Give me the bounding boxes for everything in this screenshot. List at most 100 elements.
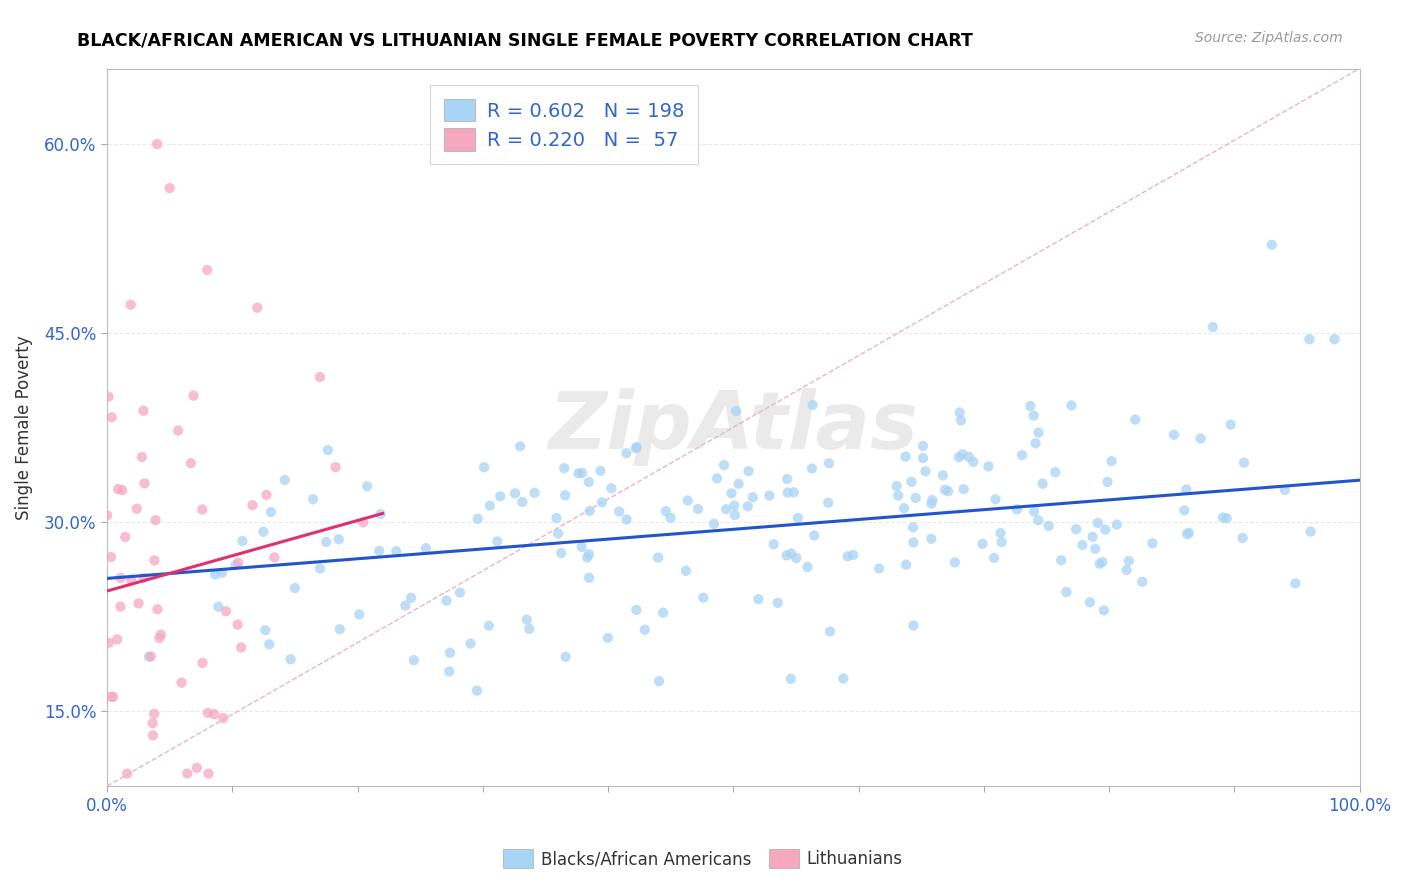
- Legend: Blacks/African Americans, Lithuanians: Blacks/African Americans, Lithuanians: [496, 843, 910, 875]
- Point: [832, 672, 855, 686]
- Point: [100, 410, 122, 425]
- Point: [349, 607, 371, 622]
- Point: [1284, 576, 1306, 591]
- Point: [893, 501, 915, 516]
- Point: [478, 499, 501, 513]
- Point: [215, 604, 238, 618]
- Point: [142, 728, 165, 742]
- Point: [776, 472, 799, 486]
- Point: [634, 623, 657, 637]
- Point: [934, 483, 956, 497]
- Point: [776, 485, 799, 500]
- Point: [252, 524, 274, 539]
- Point: [1274, 483, 1296, 497]
- Point: [762, 537, 785, 551]
- Point: [328, 533, 350, 547]
- Point: [105, 632, 128, 647]
- Point: [887, 489, 910, 503]
- Point: [1101, 454, 1123, 468]
- Point: [1163, 427, 1185, 442]
- Point: [385, 544, 408, 558]
- Point: [302, 492, 325, 507]
- Point: [1175, 527, 1198, 541]
- Point: [703, 516, 725, 531]
- Point: [394, 599, 416, 613]
- Point: [977, 459, 1000, 474]
- Point: [911, 451, 934, 466]
- Point: [1189, 432, 1212, 446]
- Point: [1232, 531, 1254, 545]
- Point: [1261, 237, 1284, 252]
- Point: [1115, 563, 1137, 577]
- Point: [624, 442, 647, 456]
- Point: [315, 535, 337, 549]
- Point: [509, 439, 531, 453]
- Point: [399, 591, 422, 605]
- Point: [274, 473, 297, 487]
- Text: BLACK/AFRICAN AMERICAN VS LITHUANIAN SINGLE FEMALE POVERTY CORRELATION CHART: BLACK/AFRICAN AMERICAN VS LITHUANIAN SIN…: [77, 31, 973, 49]
- Point: [647, 550, 669, 565]
- Point: [439, 646, 461, 660]
- Point: [145, 513, 167, 527]
- Point: [143, 553, 166, 567]
- Point: [100, 690, 122, 704]
- Point: [246, 301, 269, 315]
- Point: [932, 468, 955, 483]
- Point: [149, 628, 172, 642]
- Point: [775, 549, 797, 563]
- Point: [226, 617, 249, 632]
- Point: [800, 461, 823, 475]
- Point: [226, 556, 249, 570]
- Text: ZipAtlas: ZipAtlas: [548, 388, 918, 467]
- Point: [716, 502, 738, 516]
- Point: [1022, 504, 1045, 518]
- Point: [936, 484, 959, 499]
- Point: [180, 456, 202, 470]
- Point: [785, 551, 807, 566]
- Point: [948, 450, 970, 465]
- Point: [952, 447, 974, 461]
- Point: [921, 493, 943, 508]
- Point: [1175, 483, 1198, 497]
- Point: [280, 652, 302, 666]
- Point: [591, 495, 613, 509]
- Point: [758, 489, 780, 503]
- Point: [254, 624, 277, 638]
- Point: [659, 510, 682, 524]
- Point: [578, 547, 600, 561]
- Point: [114, 530, 136, 544]
- Point: [692, 591, 714, 605]
- Point: [837, 549, 859, 564]
- Point: [1173, 503, 1195, 517]
- Point: [725, 404, 748, 418]
- Point: [207, 599, 229, 614]
- Point: [370, 507, 392, 521]
- Point: [110, 599, 132, 614]
- Point: [589, 464, 612, 478]
- Point: [100, 549, 122, 564]
- Point: [1097, 475, 1119, 489]
- Point: [191, 656, 214, 670]
- Point: [983, 550, 1005, 565]
- Point: [903, 535, 925, 549]
- Point: [596, 631, 619, 645]
- Point: [1084, 541, 1107, 556]
- Point: [197, 766, 219, 780]
- Point: [111, 483, 134, 497]
- Point: [486, 534, 509, 549]
- Point: [723, 499, 745, 513]
- Point: [1178, 525, 1201, 540]
- Point: [139, 649, 162, 664]
- Point: [107, 482, 129, 496]
- Point: [1130, 574, 1153, 589]
- Point: [1088, 557, 1111, 571]
- Point: [766, 596, 789, 610]
- Point: [402, 653, 425, 667]
- Point: [786, 511, 808, 525]
- Y-axis label: Single Female Poverty: Single Female Poverty: [15, 335, 32, 520]
- Point: [142, 716, 165, 731]
- Point: [706, 471, 728, 485]
- Point: [990, 535, 1012, 549]
- Point: [132, 403, 155, 417]
- Point: [1060, 399, 1083, 413]
